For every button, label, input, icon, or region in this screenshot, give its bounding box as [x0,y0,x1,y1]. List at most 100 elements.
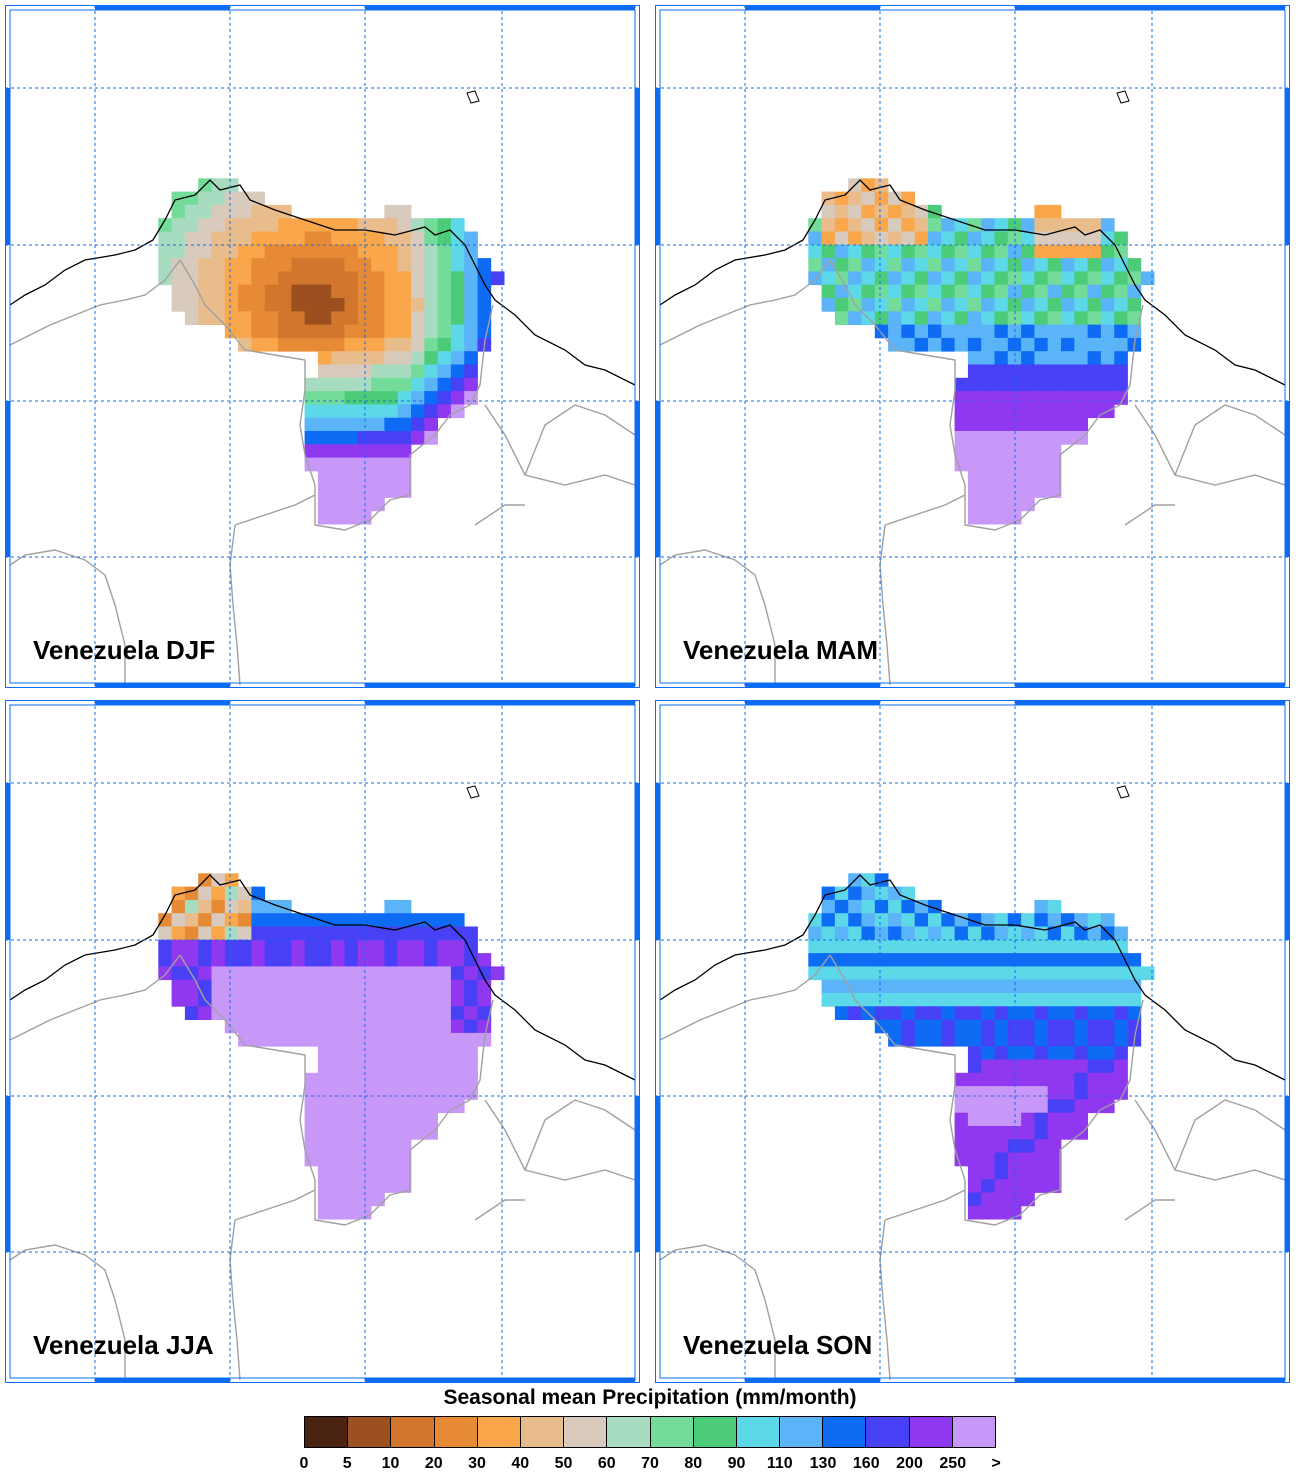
precip-cell [291,244,305,259]
coastline [9,179,636,386]
precip-cell [397,444,412,458]
precip-cell [1034,979,1049,994]
precip-cell [344,1099,359,1114]
precip-cell [384,431,399,445]
precip-cell [1074,417,1088,432]
precip-cell [1034,953,1049,967]
precip-cell [941,271,955,286]
country-border [879,524,891,686]
precip-cell [278,913,292,927]
precip-cell [317,377,332,392]
precip-cell [171,926,186,941]
precip-cell [264,953,279,967]
precip-cell [928,1032,942,1047]
precip-cell [981,1192,995,1207]
precip-cell [954,1112,969,1127]
precip-cell [371,966,385,981]
coastline [659,179,1286,386]
precip-cell [317,417,332,432]
precip-cell [317,1032,332,1047]
precip-cell [384,218,399,232]
precip-cell [967,417,982,432]
precip-cell [1100,1019,1115,1034]
precip-cell [411,1059,425,1074]
precip-cell [1074,337,1088,352]
precip-cell [397,1112,412,1127]
precip-cell [874,1006,889,1020]
precip-cell [278,231,292,246]
precip-cell [1100,953,1115,967]
precip-cell [901,204,916,219]
precip-cell [821,191,836,206]
precip-cell [464,1046,478,1060]
precip-cell [357,351,372,365]
precip-cell [450,953,465,967]
precip-cell [1007,1165,1022,1180]
precip-cell [967,993,982,1007]
precip-cell [411,926,425,941]
precip-cell [888,993,902,1007]
precip-cell [357,1165,372,1180]
precip-cell [371,1165,385,1180]
precip-cell [1047,1152,1062,1167]
precip-cell [834,899,849,914]
precip-cell [317,1152,332,1167]
precip-cell [411,953,425,967]
precip-cell [331,351,345,365]
precip-cell [317,311,332,325]
precip-cell [1047,1032,1062,1047]
precip-cell [371,444,385,458]
precip-cell [1114,324,1128,339]
precip-cell [450,244,465,259]
precip-cell [928,966,942,981]
precip-cell [291,1032,305,1047]
precip-cell [397,431,412,445]
precip-cell [344,1072,359,1087]
precip-cell [1007,1112,1022,1127]
precip-cell [1074,258,1088,272]
precip-cell [424,1019,438,1034]
precip-cell [424,231,438,246]
precip-cell [184,1006,199,1020]
precip-cell [834,953,849,967]
precip-cell [304,1126,319,1140]
precip-cell [1074,953,1088,967]
precip-cell [344,391,359,405]
precip-cell [1074,284,1088,299]
colorbar-swatch [650,1417,694,1447]
precip-cell [874,178,889,192]
precip-cell [967,218,982,232]
precip-cell [981,993,995,1007]
precip-cell [1034,311,1049,325]
precip-cell [304,311,319,325]
precip-cell [450,311,465,325]
precip-cell [1021,1059,1035,1074]
precip-cell [994,1099,1009,1114]
precip-cell [1021,337,1035,352]
precip-cell [384,470,399,485]
precip-cell [1074,298,1088,312]
precip-cell [1007,284,1022,299]
precip-cell [848,218,862,232]
precip-cell [198,204,212,219]
precip-cell [411,1006,425,1020]
precip-cell [1034,1086,1049,1100]
precip-cell [397,1086,412,1100]
precip-cell [317,1126,332,1140]
precip-cell [1047,1046,1062,1060]
precip-cell [291,939,305,954]
precip-cell [994,324,1009,339]
precip-cell [1021,218,1035,232]
precip-cell [224,899,239,914]
precip-cell [1100,351,1115,365]
precip-cell [397,1139,412,1153]
precip-cell [384,298,399,312]
precip-cell [344,926,359,941]
precip-cell [371,457,385,472]
island-outline [466,785,480,799]
map-frame-outer [655,700,1290,1383]
precip-cell [437,1072,452,1087]
precip-cell [941,939,955,954]
colorbar-tick-label: 10 [381,1455,400,1472]
precip-cell [834,298,849,312]
